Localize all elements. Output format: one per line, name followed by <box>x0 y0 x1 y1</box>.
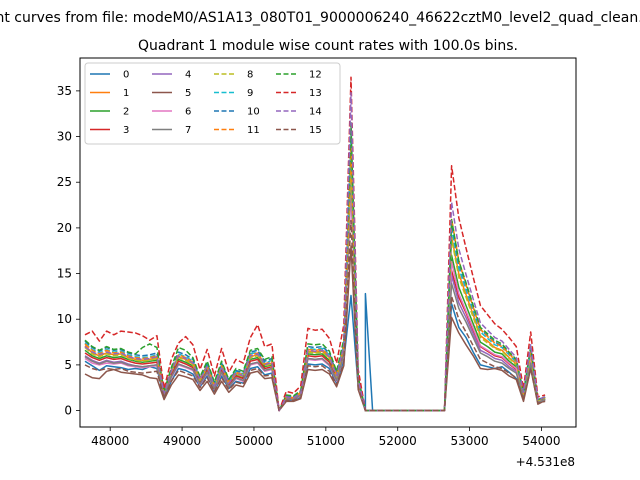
legend-label-4: 4 <box>185 70 191 81</box>
series-line-7 <box>84 173 546 412</box>
legend-label-5: 5 <box>185 88 191 99</box>
legend-label-3: 3 <box>123 125 129 136</box>
x-tick-label: 50000 <box>235 434 273 448</box>
x-tick-label: 48000 <box>91 434 129 448</box>
figure-suptitle: Light curves from file: modeM0/AS1A13_08… <box>0 10 640 26</box>
series-line-5 <box>84 245 546 412</box>
y-tick-label: 10 <box>57 312 72 326</box>
series-line-8 <box>84 164 546 412</box>
legend-label-0: 0 <box>123 70 129 81</box>
y-tick-label: 20 <box>57 221 72 235</box>
series-layer <box>84 76 546 412</box>
legend-label-6: 6 <box>185 107 191 118</box>
legend-label-13: 13 <box>309 88 322 99</box>
y-axis: 0 5 10 15 20 25 30 35 <box>57 84 80 418</box>
legend-label-9: 9 <box>247 88 253 99</box>
y-tick-label: 15 <box>57 267 72 281</box>
legend-label-11: 11 <box>247 125 260 136</box>
y-tick-label: 0 <box>64 404 72 418</box>
legend-box <box>84 62 341 145</box>
x-tick-label: 52000 <box>379 434 417 448</box>
legend-label-12: 12 <box>309 70 322 81</box>
x-tick-label: 51000 <box>307 434 345 448</box>
series-line-4 <box>84 182 546 412</box>
legend-label-2: 2 <box>123 107 129 118</box>
x-tick-label: 49000 <box>163 434 201 448</box>
series-line-10 <box>84 132 546 412</box>
y-tick-label: 35 <box>57 84 72 98</box>
series-line-12 <box>84 122 546 412</box>
chart-title: Quadrant 1 module wise count rates with … <box>138 38 518 54</box>
legend-label-10: 10 <box>247 107 260 118</box>
x-offset-label: +4.531e8 <box>516 455 575 469</box>
series-line-15 <box>84 219 546 412</box>
y-tick-label: 30 <box>57 130 72 144</box>
series-line-14 <box>84 91 546 412</box>
plot-frame <box>79 57 577 428</box>
y-tick-label: 5 <box>64 358 72 372</box>
legend-label-14: 14 <box>309 107 322 118</box>
legend-label-8: 8 <box>247 70 253 81</box>
legend-label-7: 7 <box>185 125 191 136</box>
legend-label-15: 15 <box>309 125 322 136</box>
series-line-13 <box>84 76 546 412</box>
x-axis: 48000 49000 50000 51000 52000 53000 54000 <box>91 427 561 448</box>
x-tick-label: 54000 <box>522 434 560 448</box>
legend-label-1: 1 <box>123 88 129 99</box>
x-tick-label: 53000 <box>451 434 489 448</box>
y-tick-label: 25 <box>57 175 72 189</box>
